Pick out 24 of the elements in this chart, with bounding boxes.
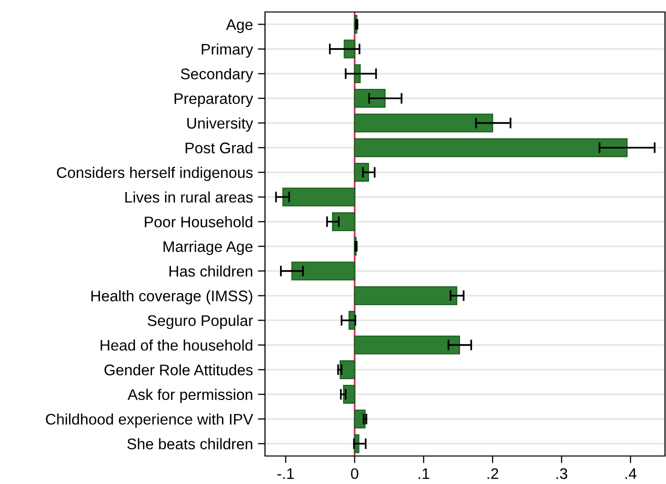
y-tick-label: Childhood experience with IPV: [46, 413, 254, 428]
y-tick-label: Has children: [170, 265, 252, 277]
y-tick-label: Health coverage (IMSS): [91, 290, 252, 304]
y-tick-label: Ask for permission: [128, 388, 252, 404]
y-tick-label: Post Grad: [186, 142, 252, 154]
x-tick-label: .2: [488, 468, 498, 479]
x-tick-label: .4: [626, 468, 636, 479]
y-tick-label: Poor Household: [144, 216, 252, 228]
x-tick-label: .1: [418, 468, 430, 479]
y-tick-label: She beats children: [127, 438, 252, 450]
y-tick-label: University: [187, 117, 254, 132]
x-tick-label: -.1: [277, 468, 294, 479]
y-tick-label: Gender Role Attitudes: [104, 364, 253, 376]
y-tick-label: Head of the household: [100, 339, 252, 351]
y-tick-label: Considers herself indigenous: [56, 166, 253, 182]
y-tick-label: Marriage Age: [164, 240, 253, 256]
y-tick-label: Lives in rural areas: [125, 191, 253, 203]
y-tick-label: Preparatory: [174, 93, 254, 108]
y-tick-label: Age: [226, 19, 253, 34]
x-tick-label: 0: [351, 468, 358, 480]
y-tick-label: Secondary: [180, 68, 254, 82]
y-tick-label: Seguro Popular: [148, 314, 253, 330]
y-tick-label: Primary: [202, 43, 254, 58]
x-tick-label: .3: [556, 468, 568, 480]
